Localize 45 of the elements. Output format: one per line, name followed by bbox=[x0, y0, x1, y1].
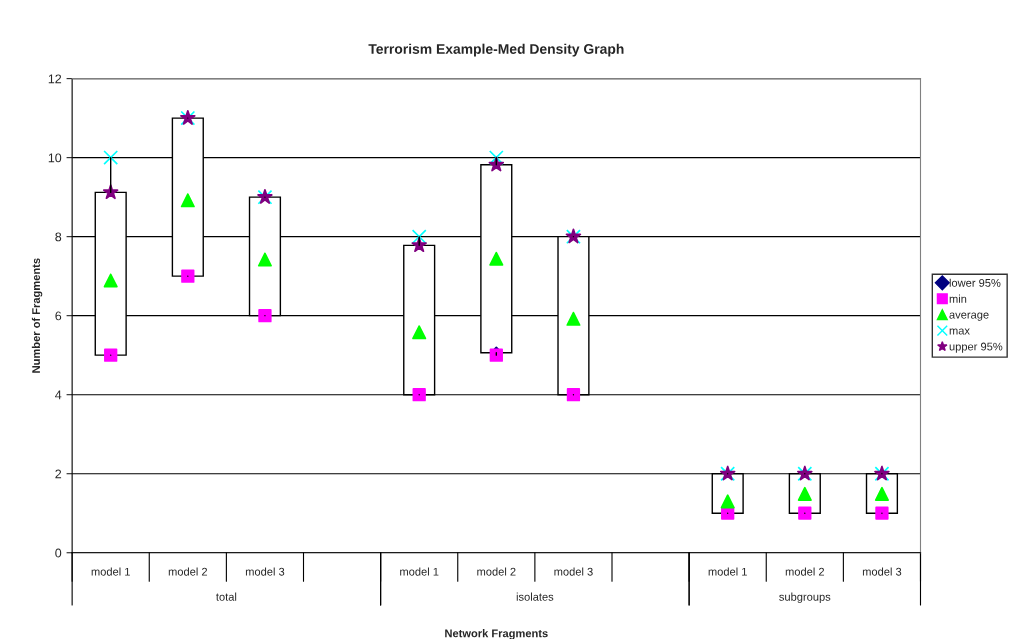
x-tick-label: model 1 bbox=[708, 567, 747, 576]
point bbox=[566, 311, 581, 326]
text: isolates bbox=[516, 592, 554, 601]
y-tick-label: 8 bbox=[55, 232, 62, 242]
y-axis-title: Number of Fragments bbox=[31, 258, 43, 373]
point bbox=[104, 348, 118, 362]
x-tick-label: model 2 bbox=[785, 567, 825, 576]
x-tick-label: model 1 bbox=[400, 567, 439, 576]
y-tick-label: 4 bbox=[55, 390, 62, 400]
x-axis-title: Network Fragments bbox=[445, 629, 548, 639]
point bbox=[489, 251, 504, 266]
point bbox=[412, 388, 426, 402]
legend-label: lower 95% bbox=[949, 278, 1001, 287]
point bbox=[720, 494, 735, 509]
y-tick-label: 0 bbox=[55, 548, 62, 558]
y-tick-label: 6 bbox=[55, 311, 62, 321]
point bbox=[103, 150, 119, 166]
y-tick-label: 10 bbox=[48, 153, 62, 163]
x-tick-label: model 3 bbox=[554, 567, 593, 576]
legend-label: max bbox=[949, 328, 970, 335]
point bbox=[566, 388, 581, 402]
x-tick-label: model 3 bbox=[245, 567, 285, 576]
point bbox=[488, 150, 504, 166]
x-tick-label: model 2 bbox=[477, 567, 516, 576]
point bbox=[102, 184, 119, 200]
point bbox=[875, 506, 889, 520]
point bbox=[257, 252, 272, 267]
point bbox=[258, 309, 272, 323]
point bbox=[798, 506, 812, 520]
y-tick-label: 2 bbox=[55, 469, 62, 479]
point bbox=[103, 273, 118, 288]
point bbox=[181, 269, 195, 283]
chart-title: Terrorism Example-Med Density Graph bbox=[368, 43, 624, 57]
x-tick-label: model 2 bbox=[168, 567, 208, 576]
text: total bbox=[216, 592, 237, 601]
legend-label: average bbox=[949, 312, 989, 321]
point bbox=[412, 325, 427, 340]
point bbox=[411, 229, 427, 245]
x-tick-label: model 3 bbox=[862, 567, 902, 576]
text: subgroups bbox=[779, 592, 831, 603]
y-tick-label: 12 bbox=[48, 74, 62, 84]
legend-label: upper 95% bbox=[949, 342, 1003, 353]
legend-label: min bbox=[949, 294, 967, 303]
x-tick-label: model 1 bbox=[91, 567, 130, 576]
point bbox=[180, 193, 195, 208]
